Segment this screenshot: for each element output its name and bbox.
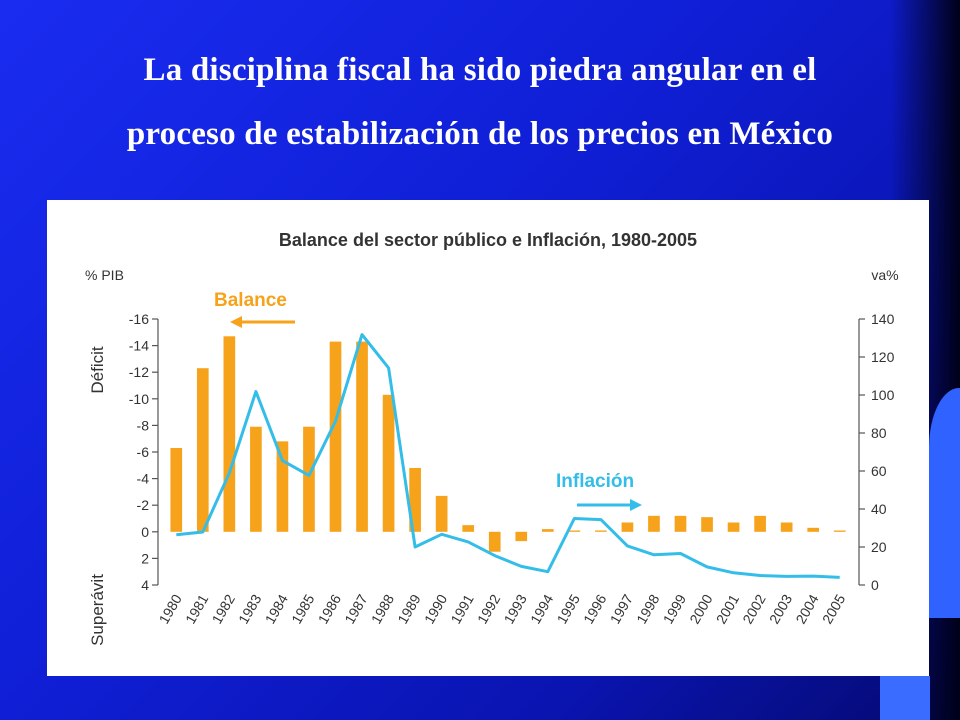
left-axis-tick-label: 2 — [141, 550, 149, 566]
balance-bar — [356, 341, 368, 532]
balance-bar — [621, 522, 634, 532]
x-axis-tick-label: 2000 — [686, 591, 716, 626]
right-axis-tick-label: 20 — [871, 539, 887, 555]
x-axis-tick-label: 2004 — [792, 591, 822, 626]
left-axis-tick-label: -10 — [129, 391, 149, 407]
balance-bar — [382, 394, 395, 532]
chart-panel: Balance del sector público e Inflación, … — [47, 200, 929, 676]
right-axis-tick-label: 120 — [871, 349, 895, 365]
left-axis-tick-label: -8 — [137, 417, 150, 433]
x-axis-tick-label: 1984 — [262, 591, 292, 626]
left-axis-tick-label: -6 — [137, 444, 150, 460]
inflation-legend-arrow-head — [630, 499, 642, 511]
x-axis-tick-label: 2003 — [766, 591, 796, 626]
balance-bar — [170, 448, 183, 532]
x-axis-tick-label: 1989 — [394, 591, 424, 626]
x-axis-tick-label: 1980 — [155, 591, 185, 626]
x-axis-tick-label: 1991 — [447, 591, 477, 626]
balance-legend-arrow-head — [230, 316, 242, 328]
x-axis-tick-label: 2002 — [739, 591, 769, 626]
balance-bar — [303, 426, 315, 532]
inflation-line — [176, 333, 840, 579]
balance-bar — [541, 529, 554, 532]
x-axis-tick-label: 2001 — [713, 591, 743, 626]
left-axis-tick-label: -12 — [129, 364, 149, 380]
x-axis-tick-label: 1993 — [500, 591, 530, 626]
x-axis-tick-label: 1998 — [633, 591, 663, 626]
left-axis-tick-label: -14 — [129, 338, 149, 354]
x-axis-tick-label: 1996 — [580, 591, 610, 626]
balance-bar — [701, 517, 713, 532]
balance-bar — [595, 530, 607, 532]
x-axis-tick-label: 1987 — [341, 591, 371, 626]
x-axis-tick-label: 1995 — [554, 591, 584, 626]
balance-bar — [409, 467, 421, 532]
superavit-label: Superávit — [88, 574, 107, 646]
balance-bar — [462, 525, 475, 532]
balance-bar — [276, 441, 289, 532]
balance-bar — [196, 368, 209, 532]
x-axis-tick-label: 1981 — [182, 591, 212, 626]
x-axis-tick-label: 1986 — [315, 591, 345, 626]
slide-title-line-2: proceso de estabilización de los precios… — [126, 116, 834, 152]
x-axis-tick-label: 1994 — [527, 591, 557, 626]
x-axis-tick-label: 1982 — [209, 591, 239, 626]
balance-bar — [250, 426, 262, 532]
deficit-label: Déficit — [88, 346, 107, 394]
right-axis-tick-label: 0 — [871, 577, 879, 593]
left-axis-tick-label: -16 — [129, 311, 149, 327]
balance-bar — [674, 515, 687, 532]
x-axis-tick-label: 1997 — [607, 591, 637, 626]
decorative-block-upper — [929, 388, 960, 618]
x-axis-tick-label: 2005 — [819, 591, 849, 626]
x-axis-tick-label: 1988 — [368, 591, 398, 626]
right-axis-tick-label: 80 — [871, 425, 887, 441]
x-axis-tick-label: 1990 — [421, 591, 451, 626]
x-axis-tick-label: 1999 — [660, 591, 690, 626]
balance-bar — [648, 515, 660, 532]
right-axis-tick-label: 100 — [871, 387, 895, 403]
balance-bar — [488, 531, 501, 552]
balance-bar — [329, 341, 342, 532]
x-axis-tick-label: 1983 — [235, 591, 265, 626]
left-axis-tick-label: 0 — [141, 524, 149, 540]
left-axis-unit: % PIB — [85, 267, 124, 283]
inflation-legend-label: Inflación — [556, 471, 634, 492]
balance-bar — [807, 527, 820, 532]
balance-bar — [435, 495, 448, 532]
left-axis-tick-label: -4 — [137, 471, 150, 487]
balance-bar — [754, 515, 766, 532]
right-axis-tick-label: 140 — [871, 311, 895, 327]
balance-bar — [780, 522, 793, 532]
right-axis-tick-label: 40 — [871, 501, 887, 517]
balance-bar — [568, 530, 581, 532]
slide-title-line-1: La disciplina fiscal ha sido piedra angu… — [143, 52, 817, 88]
balance-legend-label: Balance — [214, 290, 287, 311]
balance-bar — [223, 336, 236, 532]
balance-bar — [833, 530, 846, 532]
right-axis-unit: va% — [871, 267, 898, 283]
left-axis-tick-label: 4 — [141, 577, 149, 593]
balance-bar — [515, 531, 528, 542]
x-axis-tick-label: 1985 — [288, 591, 318, 626]
left-axis-tick-label: -2 — [137, 497, 150, 513]
chart-svg: Balance del sector público e Inflación, … — [85, 230, 899, 646]
chart-title: Balance del sector público e Inflación, … — [279, 230, 697, 250]
decorative-block-lower — [880, 676, 930, 720]
slide-title: La disciplina fiscal ha sido piedra angu… — [40, 38, 920, 166]
balance-bar — [727, 522, 740, 532]
right-axis-tick-label: 60 — [871, 463, 887, 479]
x-axis-tick-label: 1992 — [474, 591, 504, 626]
